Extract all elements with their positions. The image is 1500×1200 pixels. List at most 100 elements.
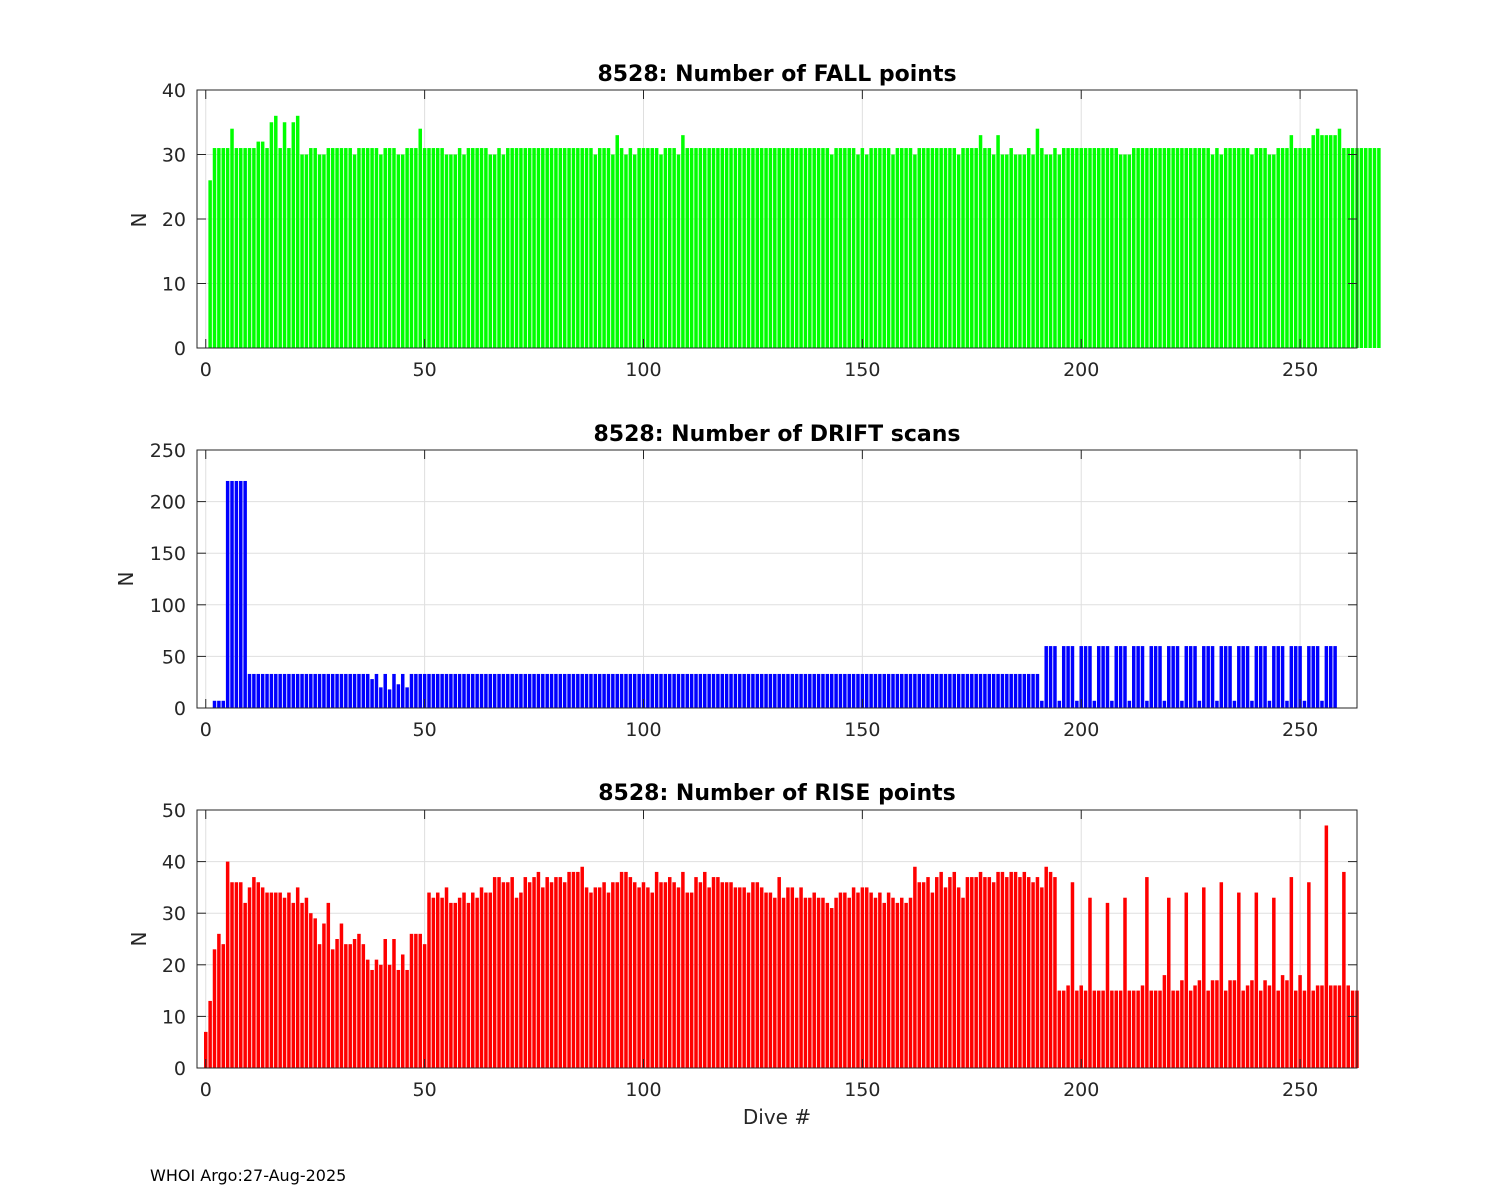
bar [873, 673, 878, 708]
bar [1114, 646, 1118, 708]
bar [519, 148, 523, 348]
bar [212, 700, 217, 708]
bar [856, 154, 860, 348]
bar [1175, 990, 1180, 1068]
bar [593, 154, 598, 348]
bar [707, 148, 711, 348]
bar [615, 882, 619, 1068]
bar [834, 148, 838, 348]
bar [1136, 148, 1140, 348]
bar [799, 673, 803, 708]
bar [453, 154, 458, 348]
bar [1000, 871, 1005, 1068]
bar [668, 877, 672, 1068]
bar [571, 148, 576, 348]
bar [1210, 154, 1215, 348]
bar [681, 871, 685, 1068]
bar [1096, 990, 1101, 1068]
bar [1342, 148, 1346, 348]
bar [484, 673, 488, 708]
bar [370, 969, 374, 1068]
bar [247, 887, 252, 1068]
x-tick-label: 250 [1282, 1079, 1318, 1101]
bar [676, 887, 681, 1068]
y-tick-label: 200 [150, 492, 186, 514]
bar [663, 882, 668, 1068]
bar [1110, 700, 1114, 708]
bar [694, 148, 698, 348]
bar [1066, 148, 1070, 348]
y-tick-label: 0 [174, 338, 186, 360]
bar [773, 148, 777, 348]
bar [1324, 135, 1329, 348]
bar [580, 148, 584, 348]
bar [1263, 148, 1267, 348]
bar [1180, 700, 1184, 708]
bar [1307, 882, 1311, 1068]
bar [602, 148, 606, 348]
bar [479, 673, 484, 708]
bar [506, 673, 510, 708]
bar [1070, 646, 1075, 708]
bar [1140, 985, 1145, 1068]
bar [1228, 980, 1232, 1068]
bar [230, 882, 234, 1068]
bar [751, 148, 755, 348]
bar [965, 148, 970, 348]
bar [628, 877, 633, 1068]
bar [287, 148, 291, 348]
bar [1206, 148, 1210, 348]
bar [239, 882, 243, 1068]
bar [1267, 154, 1272, 348]
bar [589, 673, 593, 708]
bar [488, 154, 493, 348]
bar [860, 673, 865, 708]
bar [764, 673, 768, 708]
bar [256, 673, 261, 708]
bar [689, 673, 694, 708]
bar [983, 148, 987, 348]
bar [475, 148, 479, 348]
bar [1013, 871, 1018, 1068]
bar [1044, 154, 1048, 348]
bar [414, 673, 418, 708]
bar [808, 673, 812, 708]
bar [322, 154, 326, 348]
bar [672, 882, 676, 1068]
bar [681, 135, 685, 348]
bar [987, 148, 992, 348]
bar [978, 673, 983, 708]
y-tick-label: 50 [162, 646, 186, 668]
bar [703, 871, 707, 1068]
bar [1053, 646, 1057, 708]
y-tick-label: 40 [162, 852, 186, 874]
bar [834, 673, 838, 708]
bar [698, 882, 703, 1068]
bar [1040, 148, 1044, 348]
bar [1263, 646, 1267, 708]
bar [1035, 877, 1040, 1068]
bar [418, 933, 422, 1068]
y-tick-label: 100 [150, 595, 186, 617]
bar [300, 673, 304, 708]
x-tick-label: 150 [844, 719, 880, 741]
bar [703, 673, 707, 708]
y-tick-label: 50 [162, 800, 186, 822]
bar [576, 148, 580, 348]
bar [1210, 646, 1215, 708]
bar [996, 871, 1000, 1068]
bar [370, 679, 374, 708]
bar [1368, 148, 1372, 348]
bar [344, 673, 348, 708]
bar [300, 902, 304, 1068]
bar [383, 939, 387, 1068]
bar [414, 933, 418, 1068]
bar [681, 673, 685, 708]
bar [1180, 980, 1184, 1068]
bar [409, 933, 414, 1068]
bar [1101, 148, 1105, 348]
bar [1333, 135, 1337, 348]
bar [1188, 990, 1193, 1068]
bar [567, 148, 571, 348]
bar [541, 148, 545, 348]
